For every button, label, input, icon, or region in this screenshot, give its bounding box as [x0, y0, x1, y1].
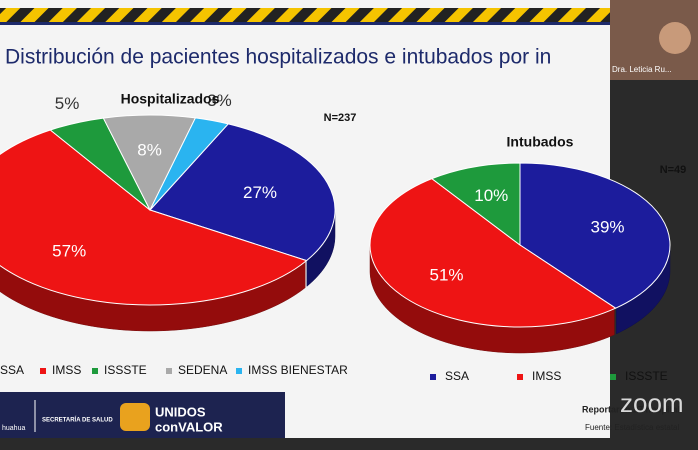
chart-title: Intubados — [507, 134, 574, 150]
legend-label: IMSS — [52, 363, 81, 377]
pie-slice — [430, 162, 521, 247]
chart-title: Hospitalizados — [121, 91, 220, 107]
legend-swatch — [517, 374, 523, 380]
legend-label: ISSSTE — [625, 369, 668, 383]
legend-label: SSA — [0, 363, 24, 377]
value-label: 3% — [207, 91, 232, 110]
pie-slice — [0, 129, 308, 306]
legend-swatch — [610, 374, 616, 380]
legend-label: ISSSTE — [104, 363, 147, 377]
value-label: 5% — [55, 94, 80, 113]
logo-text: UNIDOS — [155, 404, 206, 419]
charts: 27% 57% 5% 8% 3%Hospitalizados N=237 SSA IMSS IS… — [0, 91, 686, 383]
pie-slice — [102, 114, 197, 212]
annotation: N=49 — [660, 164, 687, 176]
pie-slice — [149, 117, 230, 211]
value-label: 10% — [474, 186, 508, 205]
legend-label: IMSS — [532, 369, 561, 383]
legend-swatch — [40, 368, 46, 374]
source-text: Fuente: Estadística estatal — [585, 423, 679, 432]
pie-slice — [519, 162, 671, 309]
hazard-stripe — [0, 8, 610, 22]
value-label: 39% — [590, 217, 624, 236]
legend-label: SEDENA — [178, 363, 227, 377]
logo-mark — [120, 403, 150, 431]
legend-swatch — [236, 368, 242, 374]
title-rule — [0, 22, 610, 25]
video-person — [659, 22, 691, 54]
reported-text: Reportaron 27 hospital — [582, 404, 680, 414]
legend-label: SSA — [445, 369, 469, 383]
legend-swatch — [92, 368, 98, 374]
speaker-name: Dra. Leticia Ru... — [612, 65, 672, 74]
annotation: N=237 — [324, 112, 357, 124]
value-label: 57% — [52, 241, 86, 260]
legend-swatch — [166, 368, 172, 374]
logo-subtext: conVALOR — [155, 419, 223, 434]
value-label: 27% — [243, 183, 277, 202]
legend-label: IMSS BIENESTAR — [248, 363, 348, 377]
slide-title: Distribución de pacientes hospitalizados… — [5, 46, 551, 69]
legend-swatch — [430, 374, 436, 380]
pie-slice — [149, 123, 336, 262]
value-label: 8% — [137, 141, 162, 160]
watermark: zoom — [620, 388, 684, 418]
pie-slice — [369, 178, 617, 328]
state-text: huahua — [2, 425, 25, 432]
value-label: 51% — [429, 266, 463, 285]
agency-text: SECRETARÍA DE SALUD — [42, 416, 113, 424]
